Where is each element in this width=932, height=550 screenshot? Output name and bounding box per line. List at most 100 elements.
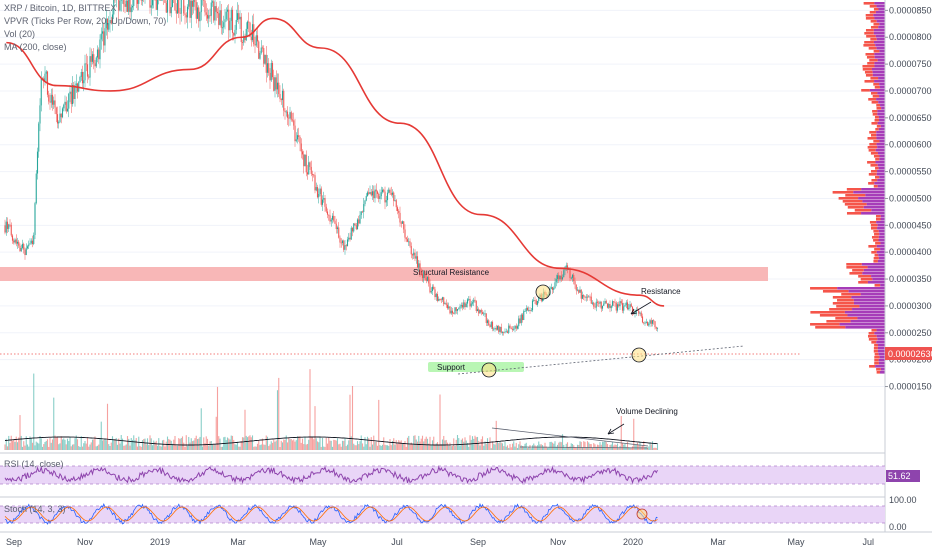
- vpvr-down-bar: [867, 335, 877, 338]
- vpvr-down-bar: [876, 104, 881, 107]
- vpvr-down-bar: [874, 356, 880, 359]
- vpvr-down-bar: [870, 224, 878, 227]
- candle-body: [600, 301, 602, 309]
- candle-body: [505, 331, 507, 333]
- candle-body: [140, 0, 142, 1]
- candle-body: [281, 90, 284, 101]
- volume-bar: [579, 441, 581, 450]
- candle-body: [229, 20, 231, 31]
- candle-body: [374, 189, 376, 199]
- price-axis[interactable]: 0.00008500 0.00008000 0.00007500 0.00007000…: [885, 5, 932, 392]
- candle-body: [591, 302, 594, 304]
- ma-legend[interactable]: MA (200, close): [4, 42, 67, 52]
- candle-body: [445, 303, 447, 305]
- candle-body: [433, 286, 435, 290]
- vpvr-up-bar: [865, 194, 885, 197]
- candle-body: [428, 276, 430, 284]
- volume-bar: [355, 445, 357, 450]
- candle-body: [268, 63, 270, 73]
- candle-body: [416, 256, 419, 268]
- candle-body: [275, 77, 277, 90]
- vpvr-down-bar: [871, 122, 878, 125]
- volume-bar: [405, 446, 407, 450]
- volume-bar: [25, 436, 27, 450]
- candle-body: [654, 321, 656, 328]
- volume-bar: [341, 440, 344, 450]
- candle-body: [443, 297, 445, 305]
- candle-body: [650, 320, 652, 324]
- volume-bar: [258, 440, 260, 450]
- volume-bar: [383, 437, 385, 450]
- volume-bar: [111, 436, 114, 450]
- stoch-legend[interactable]: Stoch (14, 3, 3): [4, 504, 66, 514]
- volume-bar: [266, 436, 269, 450]
- candle-body: [14, 239, 16, 243]
- volume-bar: [115, 437, 117, 450]
- candle-body: [444, 303, 446, 305]
- volume-bar: [80, 436, 82, 450]
- vpvr-up-bar: [861, 263, 885, 266]
- candle-body: [89, 56, 91, 78]
- candle-body: [259, 52, 261, 59]
- vpvr-legend[interactable]: VPVR (Ticks Per Row, 20, Up/Down, 70): [4, 16, 166, 26]
- vpvr-up-bar: [877, 164, 885, 167]
- candle-body: [219, 10, 221, 25]
- candle-body: [618, 304, 620, 307]
- vpvr-down-bar: [874, 119, 880, 122]
- candle-body: [518, 318, 520, 327]
- candle-body: [350, 227, 352, 240]
- candle-body: [626, 302, 629, 310]
- stoch-highlight: [636, 508, 648, 520]
- volume-bar: [408, 435, 410, 450]
- price-tick-label: 0.00003500: [889, 274, 932, 284]
- volume-bar: [83, 443, 85, 450]
- candle-body: [384, 191, 386, 203]
- volume-bar: [343, 440, 345, 450]
- volume-bar: [373, 435, 375, 450]
- candle-body: [238, 13, 240, 20]
- vpvr-up-bar: [880, 248, 885, 251]
- vpvr-down-bar: [876, 107, 882, 110]
- volume-bar: [125, 444, 127, 450]
- volume-bar: [205, 436, 207, 450]
- time-tick-label: May: [787, 537, 805, 547]
- volume-bar: [151, 445, 154, 450]
- vpvr-up-bar: [874, 80, 885, 83]
- candle-body: [156, 0, 159, 10]
- volume-bar: [404, 440, 406, 450]
- volume-bar: [144, 438, 146, 450]
- volume-bar: [333, 439, 335, 450]
- volume-bar: [543, 446, 545, 450]
- candle-body: [100, 33, 102, 40]
- time-axis[interactable]: Sep Nov 2019 Mar May Jul Sep Nov 2020 Mar May Jul: [6, 537, 874, 547]
- volume-bar: [33, 373, 35, 450]
- volume-bar: [618, 448, 620, 450]
- candle-body: [29, 243, 31, 245]
- vol-legend[interactable]: Vol (20): [4, 29, 35, 39]
- vpvr-up-bar: [877, 227, 885, 230]
- candle-body: [555, 278, 557, 283]
- candle-body: [624, 305, 626, 307]
- candle-body: [538, 297, 540, 302]
- vpvr-down-bar: [860, 278, 873, 281]
- candle-body: [578, 289, 580, 293]
- volume-bar: [186, 445, 189, 450]
- volume-bar: [26, 444, 29, 450]
- volume-bar: [536, 445, 539, 450]
- time-tick-label: Sep: [470, 537, 486, 547]
- price-tick-label: 0.00007000: [889, 86, 932, 96]
- candle-body: [596, 301, 599, 303]
- vpvr-up-bar: [837, 287, 885, 290]
- volume-bar: [649, 442, 651, 450]
- candle-body: [533, 300, 535, 301]
- vpvr-up-bar: [866, 203, 885, 206]
- symbol-legend[interactable]: XRP / Bitcoin, 1D, BITTREX: [4, 3, 116, 13]
- rsi-legend[interactable]: RSI (14, close): [4, 459, 64, 469]
- vpvr-down-bar: [871, 179, 878, 182]
- volume-bar: [136, 446, 139, 450]
- volume-bar: [443, 435, 445, 450]
- volume-bar: [545, 446, 547, 450]
- candle-body: [175, 10, 177, 14]
- structural-resistance-zone: [0, 267, 768, 281]
